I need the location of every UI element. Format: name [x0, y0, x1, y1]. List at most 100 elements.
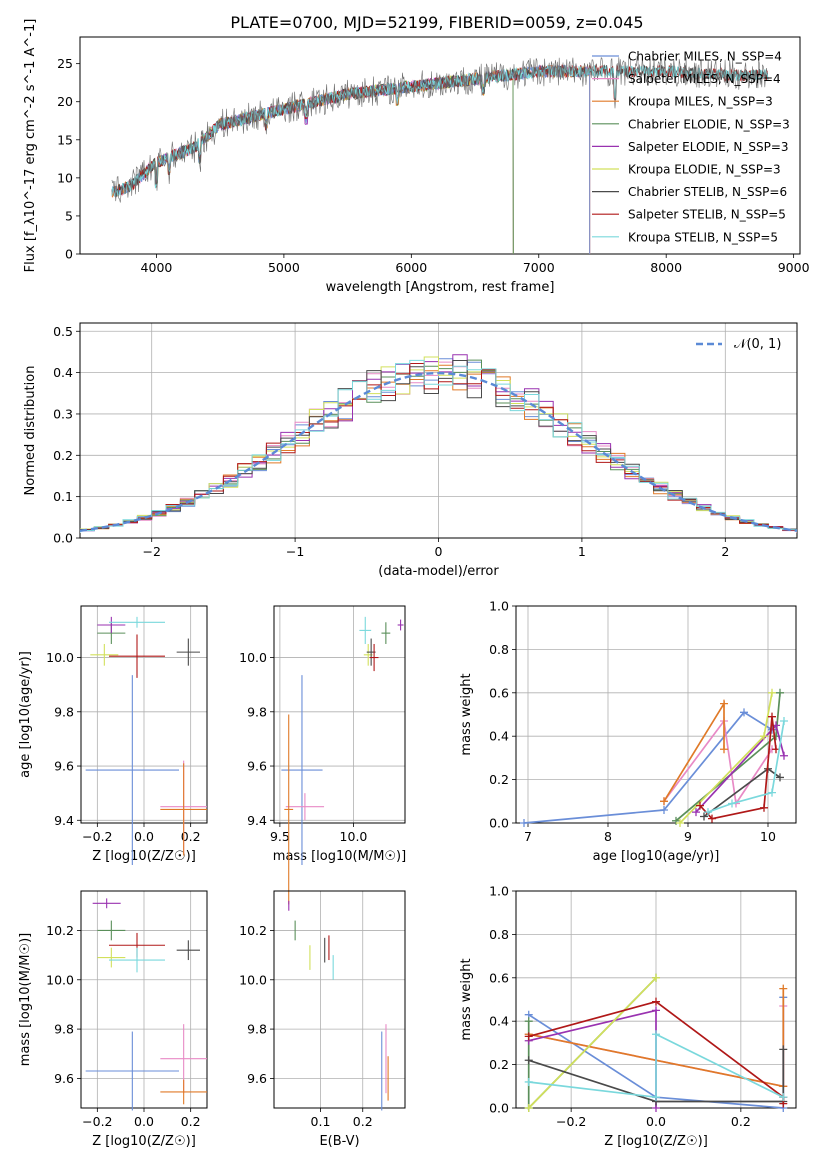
massweight_vs_Z-x-label: Z [log10(Z/Z☉)] — [604, 1134, 708, 1149]
age_vs_mass-y-tick-label: 9.4 — [247, 813, 267, 828]
massweight_vs_age-marker-kroupa_stelib — [704, 808, 712, 817]
spectrum-y-tick-label: 25 — [57, 56, 73, 71]
massweight_vs_age-y-tick-label: 0.0 — [489, 816, 509, 831]
age_vs_Z-frame — [80, 605, 208, 824]
residuals-x-tick-label: −2 — [142, 544, 160, 559]
age_vs_Z-errorbar-salpeter_stelib — [109, 634, 165, 678]
massweight_vs_age-marker-salpeter_stelib — [696, 801, 704, 810]
massweight_vs_Z-marker-kroupa_elodie — [652, 973, 660, 982]
massweight_vs_age-axes: 7 8 9 10 0.0 0.2 0.4 0.6 0.8 1.0 age [log10(age/yr… — [459, 599, 797, 864]
legend-label-kroupa_elodie: Kroupa ELODIE, N_SSP=3 — [628, 163, 781, 177]
massweight_vs_age-series-kroupa_stelib — [707, 720, 785, 813]
massweight_vs_Z-marker-kroupa_miles — [779, 984, 788, 993]
massweight_vs_Z-x-tick-label: 0.0 — [646, 1114, 666, 1129]
massweight_vs_age-y-label: mass weight — [459, 673, 474, 755]
age_vs_mass-errorbar-kroupa_miles — [284, 714, 294, 905]
massweight_vs_Z-marker-kroupa_stelib — [652, 1030, 660, 1039]
massweight_vs_Z-marker-kroupa_elodie — [524, 1104, 533, 1112]
residuals-frame — [79, 322, 798, 539]
mass_vs_Z-y-tick-label: 10.0 — [46, 972, 74, 987]
massweight_vs_age-marker-kroupa_miles — [720, 699, 728, 708]
mass_vs_ebv-y-tick-label: 10.0 — [239, 972, 267, 987]
mass_vs_ebv-frame — [273, 890, 406, 1109]
massweight_vs_Z-series-chabrier_stelib — [528, 1049, 785, 1103]
age_vs_Z-y-tick-label: 10.0 — [46, 650, 74, 665]
spectrum-y-tick-label: 0 — [65, 247, 73, 262]
spectrum-frame — [79, 36, 801, 255]
age_vs_Z-errorbar-salpeter_elodie — [97, 616, 126, 634]
age_vs_Z-errorbar-kroupa_elodie — [90, 643, 119, 666]
age_vs_Z-errorbar-kroupa_stelib — [109, 616, 165, 628]
age_vs_Z-x-label: Z [log10(Z/Z☉)] — [92, 849, 196, 864]
massweight_vs_age-marker-chabrier_miles — [520, 819, 528, 827]
mass_vs_Z-errorbar-kroupa_elodie — [97, 947, 126, 968]
mass_vs_ebv-axes: 0.1 0.2 9.6 9.8 10.0 10.2 E(B-V) — [239, 890, 406, 1149]
massweight_vs_age-y-tick-label: 0.4 — [489, 729, 509, 744]
massweight_vs_age-marker-kroupa_miles — [720, 745, 728, 754]
mass_vs_ebv-y-tick-label: 9.8 — [247, 1022, 267, 1037]
age_vs_mass-x-label: mass [log10(M/M☉)] — [273, 849, 406, 864]
mass_vs_Z-x-tick-label: −0.2 — [82, 1114, 112, 1129]
massweight_vs_age-marker-salpeter_stelib — [768, 712, 776, 721]
massweight_vs_age-marker-kroupa_stelib — [780, 717, 788, 726]
age_vs_mass-errorbar-salpeter_elodie — [397, 619, 404, 631]
massweight_vs_age-marker-chabrier_stelib — [700, 812, 708, 821]
massweight_vs_age-y-tick-label: 0.8 — [489, 642, 509, 657]
massweight_vs_Z-marker-chabrier_stelib — [779, 1045, 788, 1054]
spectrum-x-tick-label: 8000 — [650, 260, 682, 275]
massweight_vs_age-marker-kroupa_stelib — [768, 788, 776, 797]
massweight_vs_age-marker-kroupa_stelib — [728, 799, 736, 808]
massweight_vs_age-x-tick-label: 9 — [684, 829, 692, 844]
residuals-x-tick-label: 0 — [435, 544, 443, 559]
spectrum-y-tick-label: 10 — [57, 170, 73, 185]
residuals-axes: −2 −1 0 1 2 0.0 0.1 0.2 0.3 0.4 0.5 (data-model)/er… — [23, 322, 798, 579]
legend-label-salpeter_elodie: Salpeter ELODIE, N_SSP=3 — [628, 140, 789, 154]
mass_vs_Z-y-tick-label: 9.8 — [54, 1022, 74, 1037]
spectrum-y-tick-label: 5 — [65, 208, 73, 223]
spectrum-x-tick-label: 5000 — [268, 260, 300, 275]
massweight_vs_age-x-tick-label: 8 — [604, 829, 612, 844]
massweight_vs_age-series-kroupa_elodie — [679, 692, 773, 824]
residuals-y-tick-label: 0.2 — [53, 448, 73, 463]
massweight_vs_age-marker-salpeter_stelib — [708, 814, 716, 823]
residuals-y-tick-label: 0.1 — [53, 489, 73, 504]
age_vs_mass-errorbar-salpeter_stelib — [369, 643, 379, 672]
age_vs_mass-axes: 9.5 10.0 9.4 9.6 9.8 10.0 mass [log10(M/M☉)] — [239, 605, 406, 864]
residuals-x-tick-label: 2 — [721, 544, 729, 559]
massweight_vs_Z-y-tick-label: 0.6 — [489, 970, 509, 985]
massweight_vs_age-y-tick-label: 1.0 — [489, 599, 509, 614]
normal-distribution-curve — [79, 371, 798, 532]
legend-label-kroupa_miles: Kroupa MILES, N_SSP=3 — [628, 95, 773, 109]
massweight_vs_Z-marker-salpeter_elodie — [652, 1006, 660, 1015]
residuals-y-tick-label: 0.4 — [53, 365, 73, 380]
massweight_vs_Z-y-tick-label: 0.8 — [489, 927, 509, 942]
massweight_vs_age-x-tick-label: 10 — [760, 829, 776, 844]
age_vs_mass-frame — [273, 605, 406, 824]
legend-label-salpeter_stelib: Salpeter STELIB, N_SSP=5 — [628, 208, 786, 222]
massweight_vs_Z-marker-kroupa_stelib — [652, 1093, 660, 1102]
massweight_vs_Z-x-tick-label: 0.2 — [731, 1114, 751, 1129]
legend-label-chabrier_miles: Chabrier MILES, N_SSP=4 — [628, 50, 782, 64]
legend-label-kroupa_stelib: Kroupa STELIB, N_SSP=5 — [628, 230, 778, 244]
massweight_vs_age-marker-kroupa_miles — [660, 797, 668, 806]
spectrum-y-tick-label: 15 — [57, 132, 73, 147]
massweight_vs_age-marker-kroupa_elodie — [676, 819, 684, 827]
mass_vs_Z-errorbar-chabrier_elodie — [97, 920, 126, 941]
massweight_vs_age-marker-chabrier_miles — [740, 708, 748, 717]
age_vs_Z-y-tick-label: 9.8 — [54, 704, 74, 719]
age_vs_Z-y-tick-label: 9.6 — [54, 759, 74, 774]
spectrum-axes: 4000 5000 6000 7000 8000 9000 0 5 10 15 20 25 wavele… — [23, 19, 810, 295]
age_vs_Z-errorbar-chabrier_stelib — [176, 638, 200, 666]
age_vs_Z-axes: −0.2 0.0 0.2 9.4 9.6 9.8 10.0 Z [log10(Z/Z☉)] ag… — [18, 605, 208, 864]
massweight_vs_age-marker-chabrier_stelib — [776, 773, 784, 782]
spectrum-x-tick-label: 6000 — [395, 260, 427, 275]
legend-label-salpeter_miles: Salpeter MILES, N_SSP=4 — [628, 72, 781, 86]
massweight_vs_age-marker-kroupa_elodie — [760, 732, 768, 741]
massweight_vs_age-marker-salpeter_elodie — [780, 751, 788, 760]
mass_vs_Z-frame — [80, 890, 208, 1109]
age_vs_mass-y-tick-label: 9.8 — [247, 704, 267, 719]
age_vs_Z-y-tick-label: 9.4 — [54, 813, 74, 828]
age_vs_mass-y-tick-label: 9.6 — [247, 759, 267, 774]
mass_vs_ebv-x-tick-label: 0.2 — [353, 1114, 373, 1129]
